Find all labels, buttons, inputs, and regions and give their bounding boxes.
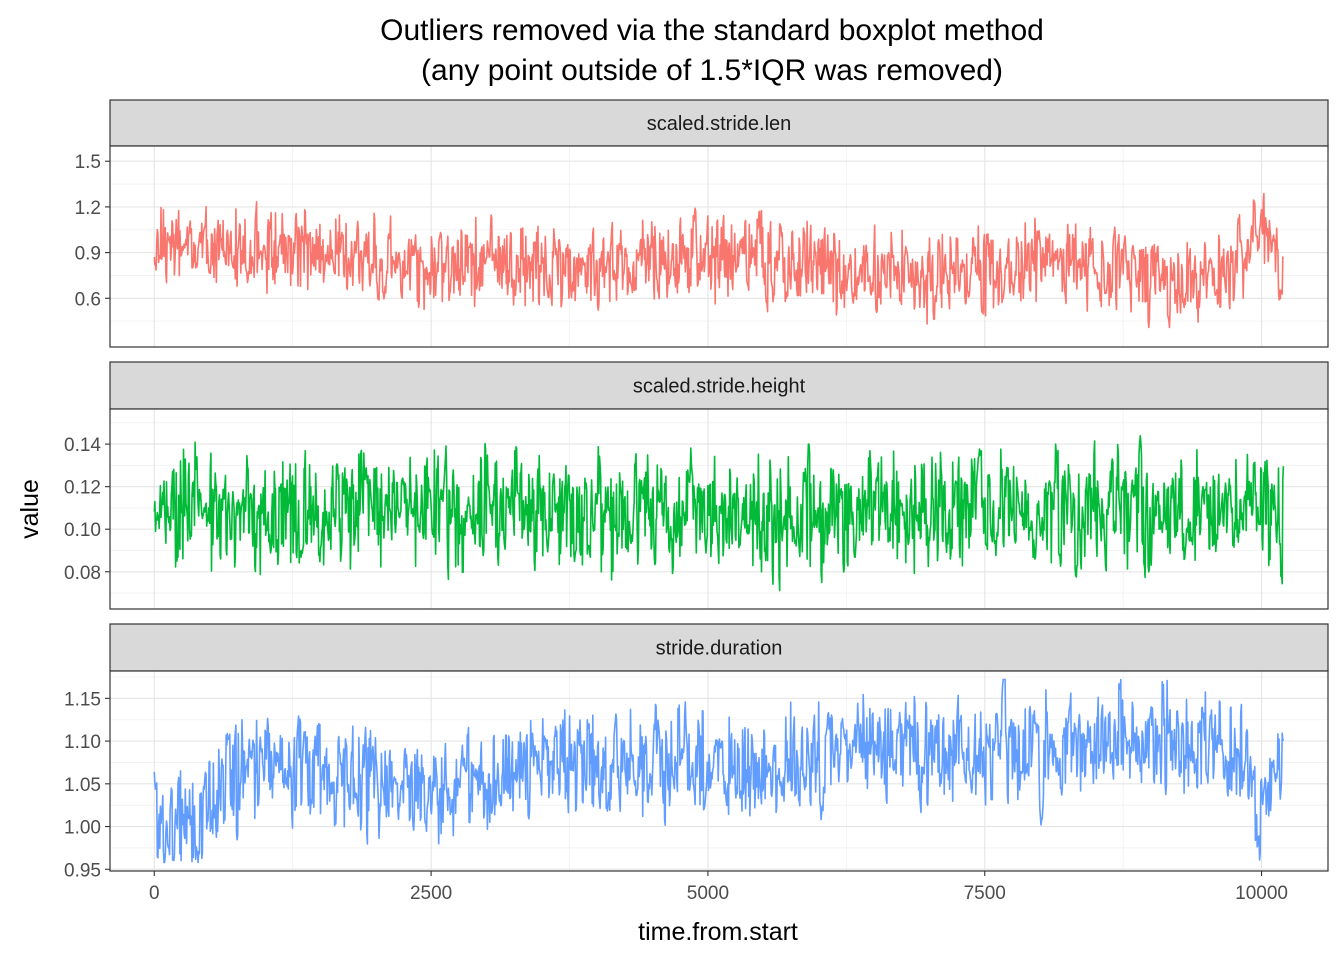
x-tick-label: 0	[149, 883, 160, 904]
x-tick-label: 7500	[964, 883, 1006, 904]
y-tick-label: 0.95	[64, 860, 101, 881]
y-tick-label: 1.5	[75, 152, 101, 173]
facet-strip	[109, 623, 1329, 672]
facet-strip-label: scaled.stride.len	[647, 113, 792, 135]
panel-border	[109, 145, 1329, 348]
facet-panel-3: stride.duration 0.95 1.00 1.05 1.10 1.15	[64, 623, 1329, 881]
facet-panel-2: scaled.stride.height 0.08 0.10 0.12 0.14	[64, 361, 1329, 610]
y-tick-label: 0.08	[64, 563, 101, 584]
series-line-scaled-stride-height	[153, 434, 1285, 592]
y-tick-label: 1.00	[64, 818, 101, 839]
x-tick-label: 2500	[410, 883, 452, 904]
facet-panel-1: scaled.stride.len 0.6 0.9 1.2 1.5	[75, 99, 1329, 348]
panel-border	[109, 670, 1329, 872]
x-tick-label: 10000	[1235, 883, 1288, 904]
facet-panels: scaled.stride.len0.60.91.21.5scaled.stri…	[64, 99, 1329, 881]
y-tick-label: 1.15	[64, 689, 101, 710]
chart-subtitle: (any point outside of 1.5*IQR was remove…	[421, 54, 1003, 87]
facet-strip	[109, 99, 1329, 147]
x-axis: 0 2500 5000 7500 10000	[149, 871, 1288, 904]
y-tick-label: 1.2	[75, 198, 101, 219]
x-axis-title: time.from.start	[638, 918, 798, 946]
y-axis-title: value	[16, 479, 44, 539]
facet-strip	[109, 361, 1329, 410]
y-tick-label: 0.6	[75, 289, 101, 310]
facet-strip-label: stride.duration	[656, 638, 783, 660]
y-tick-label: 1.05	[64, 775, 101, 796]
series-line-scaled-stride-len	[153, 192, 1285, 329]
series-line-stride-duration	[153, 678, 1285, 864]
chart-title: Outliers removed via the standard boxplo…	[380, 14, 1044, 47]
y-tick-label: 0.12	[64, 478, 101, 499]
y-tick-label: 0.10	[64, 520, 101, 541]
facet-strip-label: scaled.stride.height	[633, 376, 806, 398]
y-tick-label: 0.9	[75, 244, 101, 265]
y-tick-label: 0.14	[64, 435, 101, 456]
x-tick-label: 5000	[687, 883, 729, 904]
y-tick-label: 1.10	[64, 732, 101, 753]
panel-border	[109, 408, 1329, 610]
